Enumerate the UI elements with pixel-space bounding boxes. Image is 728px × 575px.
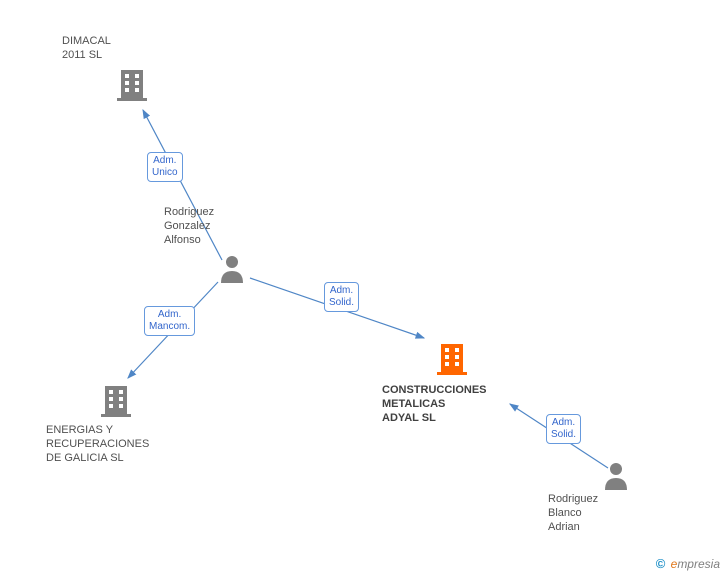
building-icon [115, 68, 149, 107]
edge-label-0: Adm. Unico [147, 152, 183, 182]
node-label-rodriguez_gonzalez: Rodriguez Gonzalez Alfonso [164, 205, 304, 247]
copyright-symbol: © [656, 556, 666, 571]
person-icon [601, 460, 631, 495]
edge-label-3: Adm. Solid. [546, 414, 581, 444]
building-icon [99, 384, 133, 423]
node-label-energias: ENERGIAS Y RECUPERACIONES DE GALICIA SL [46, 423, 186, 465]
building-icon [435, 342, 469, 381]
node-label-dimacal: DIMACAL 2011 SL [62, 34, 202, 62]
node-label-rodriguez_blanco: Rodriguez Blanco Adrian [548, 492, 688, 534]
node-label-construcciones: CONSTRUCCIONES METALICAS ADYAL SL [382, 383, 522, 425]
person-icon [217, 253, 247, 288]
edge-label-1: Adm. Mancom. [144, 306, 195, 336]
edge-label-2: Adm. Solid. [324, 282, 359, 312]
brand-rest: mpresia [677, 557, 720, 571]
footer-brand: © empresia [656, 556, 720, 571]
